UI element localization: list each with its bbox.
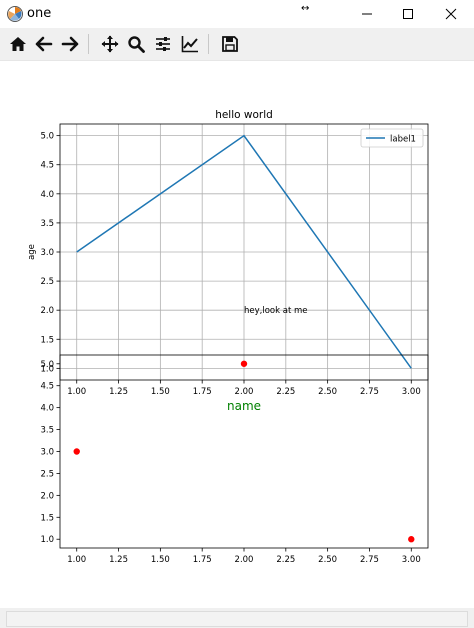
toolbar-separator xyxy=(88,34,89,54)
scatter-point xyxy=(408,536,415,543)
x-tick-label: 1.50 xyxy=(151,387,170,397)
subplots-button[interactable] xyxy=(151,32,175,56)
x-tick-label: 2.00 xyxy=(235,555,254,565)
chart-title: hello world xyxy=(215,109,273,121)
x-tick-label: 1.25 xyxy=(109,387,128,397)
y-tick-label: 3.0 xyxy=(40,448,54,458)
y-tick-label: 3.5 xyxy=(40,219,54,229)
y-tick-label: 2.0 xyxy=(40,306,54,316)
window-title: one xyxy=(27,6,52,21)
x-tick-label: 2.75 xyxy=(360,555,379,565)
y-tick-label: 4.5 xyxy=(40,382,54,392)
y-tick-label: 4.0 xyxy=(40,404,54,414)
y-tick-label: 1.5 xyxy=(40,335,54,345)
scatter-point xyxy=(73,448,80,455)
title-bar: one ↔ xyxy=(0,0,474,28)
move-icon xyxy=(101,35,119,53)
matplotlib-figure-icon xyxy=(7,6,23,22)
x-tick-label: 2.25 xyxy=(276,555,295,565)
x-axis-label: name xyxy=(227,399,261,413)
x-tick-label: 1.75 xyxy=(193,387,212,397)
sliders-icon xyxy=(156,37,170,51)
y-tick-label: 1.0 xyxy=(40,364,54,374)
x-tick-label: 3.00 xyxy=(402,387,421,397)
save-button[interactable] xyxy=(218,32,242,56)
arrow-right-icon xyxy=(61,36,79,52)
y-tick-label: 2.0 xyxy=(40,491,54,501)
status-message xyxy=(6,611,468,627)
series-line xyxy=(76,134,412,369)
figure-canvas[interactable]: 1.00 1.25 1.50 1.75 2.00 2.25 2.50 2.75 3.00 1.0 1… xyxy=(0,61,474,608)
close-button[interactable] xyxy=(428,0,474,28)
line-chart-icon xyxy=(181,36,198,53)
axes-frame xyxy=(59,123,429,381)
x-tick-label: 1.25 xyxy=(109,555,128,565)
maximize-icon xyxy=(403,9,413,19)
minimize-icon xyxy=(362,13,372,15)
pan-button[interactable] xyxy=(98,32,122,56)
forward-button[interactable] xyxy=(58,32,82,56)
zoom-button[interactable] xyxy=(124,32,148,56)
axes-frame xyxy=(59,354,429,549)
arrow-left-icon xyxy=(35,36,53,52)
y-tick-label: 1.0 xyxy=(40,535,54,545)
x-tick-label: 3.00 xyxy=(402,555,421,565)
annotation-text: hey,look at me xyxy=(244,306,308,316)
resize-cursor-icon: ↔ xyxy=(301,3,310,14)
x-tick-label: 2.25 xyxy=(276,387,295,397)
y-tick-label: 3.5 xyxy=(40,426,54,436)
home-icon xyxy=(10,37,26,51)
legend-box xyxy=(360,128,424,148)
x-tick-label: 2.50 xyxy=(318,387,337,397)
status-bar xyxy=(0,608,474,628)
legend-label: label1 xyxy=(390,135,416,145)
scatter-point xyxy=(240,360,248,367)
figure-svg: 1.00 1.25 1.50 1.75 2.00 2.25 2.50 2.75 3.00 1.0 1… xyxy=(27,109,429,565)
back-button[interactable] xyxy=(32,32,56,56)
zoom-icon xyxy=(128,36,145,53)
y-tick-label: 5.0 xyxy=(40,360,54,370)
y-tick-label: 4.0 xyxy=(40,190,54,200)
y-tick-label: 4.5 xyxy=(40,161,54,171)
x-tick-label: 2.75 xyxy=(360,387,379,397)
home-button[interactable] xyxy=(6,32,30,56)
x-tick-label: 2.00 xyxy=(235,387,254,397)
floppy-disk-icon xyxy=(222,36,238,52)
y-tick-label: 5.0 xyxy=(40,132,54,142)
customize-button[interactable] xyxy=(178,32,202,56)
x-tick-label: 1.00 xyxy=(67,387,86,397)
toolbar-separator xyxy=(208,34,209,54)
y-tick-label: 2.5 xyxy=(40,277,54,287)
x-tick-label: 1.00 xyxy=(67,555,86,565)
minimize-button[interactable] xyxy=(344,0,390,28)
close-icon xyxy=(445,8,457,20)
x-tick-label: 2.50 xyxy=(318,555,337,565)
y-tick-label: 2.5 xyxy=(40,469,54,479)
x-tick-label: 1.50 xyxy=(151,555,170,565)
maximize-button[interactable] xyxy=(385,0,431,28)
y-tick-label: 3.0 xyxy=(40,248,54,258)
x-tick-label: 1.75 xyxy=(193,555,212,565)
y-axis-label: age xyxy=(27,244,37,260)
navigation-toolbar xyxy=(0,28,474,61)
y-tick-label: 1.5 xyxy=(40,513,54,523)
